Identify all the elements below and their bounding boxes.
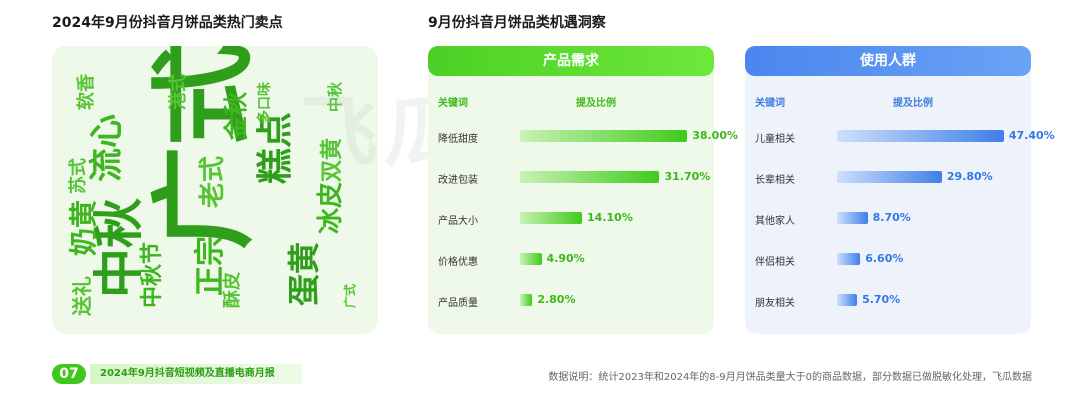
word-cloud-word: 双黄	[320, 137, 345, 182]
bar-row: 产品质量 2.80%	[428, 292, 714, 309]
word-cloud-word: 中秋	[90, 198, 148, 298]
data-note: 数据说明：统计2023年和2024年的8-9月月饼品类量大于0的商品数据，部分数…	[548, 372, 1032, 383]
page-number-badge: 07	[52, 364, 86, 384]
word-cloud-word: 酥皮	[222, 272, 243, 308]
bar-category-label: 伴侣相关	[755, 257, 795, 268]
bar-value-label: 47.40%	[1008, 129, 1055, 142]
bar-row: 产品大小 14.10%	[428, 210, 714, 227]
bar	[837, 212, 868, 224]
bar-value-label: 4.90%	[546, 252, 585, 265]
word-cloud-word: 中秋节	[140, 241, 165, 308]
bar-row: 伴侣相关 6.60%	[745, 251, 1031, 268]
ratio-column-header: 提及比例	[893, 98, 933, 109]
bar	[520, 171, 660, 183]
keyword-column-header: 关键词	[438, 98, 468, 109]
word-cloud: 广式 中秋 流心 糕点 冰皮 蛋黄 正宗 奶黄 老式 金秋 中秋节 双黄 送礼 …	[52, 46, 378, 334]
bar-category-label: 产品大小	[438, 216, 478, 227]
bar-category-label: 价格优惠	[438, 257, 478, 268]
bar-category-label: 降低甜度	[438, 134, 478, 145]
bar-row: 价格优惠 4.90%	[428, 251, 714, 268]
bar-value-label: 2.80%	[537, 293, 576, 306]
bar-row: 改进包装 31.70%	[428, 169, 714, 186]
bar-value-label: 31.70%	[664, 170, 711, 183]
bar-value-label: 5.70%	[862, 293, 901, 306]
word-cloud-word: 流心	[87, 114, 127, 182]
bar-value-label: 6.60%	[865, 252, 904, 265]
bar	[520, 294, 533, 306]
report-title: 2024年9月抖音短视频及直播电商月报	[90, 364, 302, 384]
bar	[837, 171, 942, 183]
bar	[520, 130, 688, 142]
bar	[837, 130, 1004, 142]
word-cloud-word: 蛋黄	[285, 241, 323, 306]
keyword-column-header: 关键词	[755, 98, 785, 109]
bar-value-label: 14.10%	[587, 211, 633, 224]
bar	[520, 212, 583, 224]
word-cloud-word: 金秋	[222, 92, 250, 140]
word-cloud-word: 送礼	[70, 276, 94, 316]
word-cloud-word: 广式	[343, 283, 357, 308]
insight-title: 9月份抖音月饼品类机遇洞察	[428, 15, 606, 31]
bar-category-label: 儿童相关	[755, 134, 795, 145]
word-cloud-word: 港式	[168, 74, 189, 110]
word-cloud-word: 冰皮	[316, 181, 346, 234]
bar	[520, 253, 542, 265]
bar-row: 降低甜度 38.00%	[428, 128, 738, 145]
bar-row: 长辈相关 29.80%	[745, 169, 1031, 186]
bar-category-label: 其他家人	[755, 216, 795, 227]
word-cloud-word: 多口味	[257, 82, 273, 124]
bar-value-label: 38.00%	[692, 129, 739, 142]
bar-value-label: 8.70%	[872, 211, 911, 224]
word-cloud-word: 老式	[198, 155, 228, 208]
word-cloud-word: 中秋	[326, 81, 344, 112]
bar-category-label: 改进包装	[438, 175, 478, 186]
bar-row: 朋友相关 5.70%	[745, 292, 1031, 309]
word-cloud-title: 2024年9月份抖音月饼品类热门卖点	[52, 15, 283, 31]
product-demand-panel: 产品需求 关键词 提及比例 降低甜度 38.00% 改进包装 31.70% 产品大小 14…	[428, 46, 738, 334]
user-group-panel: 使用人群 关键词 提及比例 儿童相关 47.40% 长辈相关 29.80% 其他家人 8.…	[745, 46, 1055, 334]
bar	[837, 253, 861, 265]
panel-title: 使用人群	[745, 46, 1031, 76]
bar-category-label: 朋友相关	[755, 298, 795, 309]
ratio-column-header: 提及比例	[576, 98, 616, 109]
word-cloud-word: 苏式	[68, 158, 89, 194]
bar-category-label: 产品质量	[438, 298, 478, 309]
bar-row: 其他家人 8.70%	[745, 210, 1031, 227]
bar-value-label: 29.80%	[946, 170, 993, 183]
bar-row: 儿童相关 47.40%	[745, 128, 1055, 145]
word-cloud-word: 软香	[76, 74, 97, 110]
bar	[837, 294, 858, 306]
bar-category-label: 长辈相关	[755, 175, 795, 186]
panel-title: 产品需求	[428, 46, 714, 76]
word-cloud-word: 奶黄	[67, 199, 100, 256]
